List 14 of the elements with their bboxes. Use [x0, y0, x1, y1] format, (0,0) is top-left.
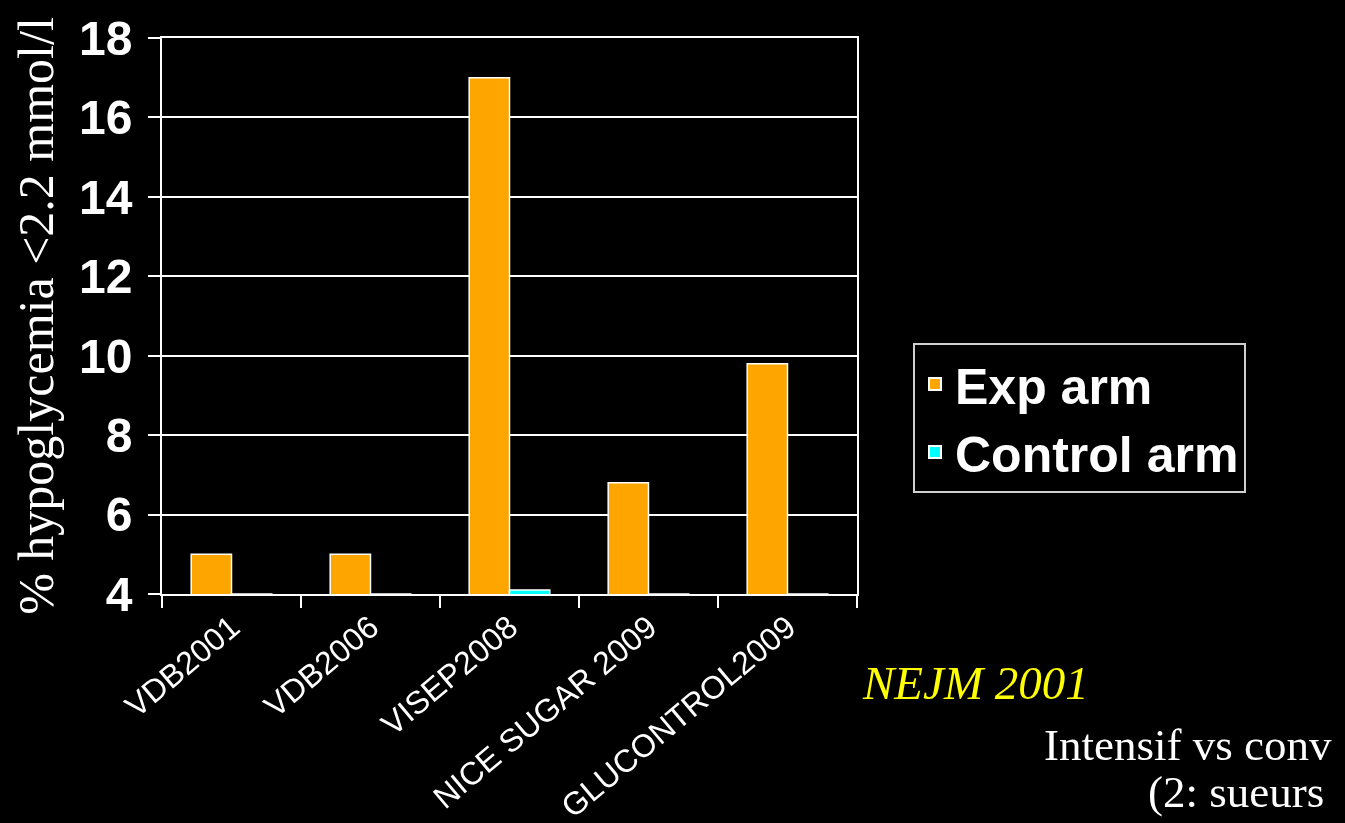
y-tick-label: 12 [79, 250, 133, 304]
y-tick-label: 4 [105, 567, 133, 621]
y-tick-label: 16 [79, 91, 133, 145]
y-tick-label: 10 [79, 329, 133, 383]
text: (2: sueurs [1148, 767, 1325, 817]
y-tick-label: 18 [79, 11, 133, 65]
y-tick-label: 8 [105, 408, 133, 462]
y-tick-label: 6 [105, 488, 133, 542]
legend-label: Control arm [955, 426, 1239, 483]
legend-label: Exp arm [955, 358, 1153, 415]
text: Intensif vs conv [1044, 720, 1332, 770]
y-axis-title: % hypoglycemia <2.2 mmol/l [7, 17, 64, 615]
text: NEJM 2001 [862, 657, 1089, 709]
y-tick-label: 14 [79, 170, 133, 224]
